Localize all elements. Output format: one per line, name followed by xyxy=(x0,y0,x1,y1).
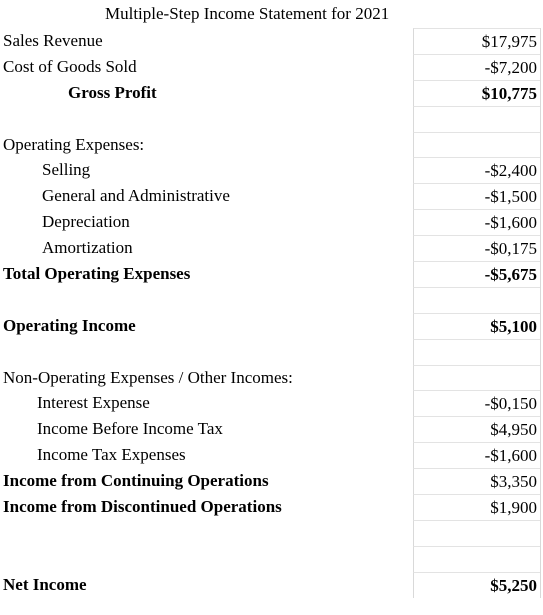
column-edge xyxy=(540,416,543,443)
row-value[interactable]: $17,975 xyxy=(413,28,540,54)
row-value[interactable]: $5,250 xyxy=(413,571,540,598)
row-label[interactable] xyxy=(0,287,413,313)
row-label[interactable]: Amortization xyxy=(42,238,133,258)
table-row-continuing-operations: Income from Continuing Operations $3,350 xyxy=(0,468,543,495)
table-row-sales-revenue: Sales Revenue $17,975 xyxy=(0,28,543,54)
column-edge xyxy=(540,157,543,184)
column-edge xyxy=(540,442,543,469)
column-edge xyxy=(540,312,543,339)
table-row-operating-income: Operating Income $5,100 xyxy=(0,312,543,339)
row-value[interactable]: $5,100 xyxy=(413,312,540,339)
statement-title: Multiple-Step Income Statement for 2021 xyxy=(105,4,390,23)
row-value[interactable]: -$0,175 xyxy=(413,235,540,262)
table-row-blank xyxy=(0,338,543,365)
row-value[interactable] xyxy=(413,338,540,365)
row-label[interactable]: Net Income xyxy=(3,574,87,594)
row-label[interactable]: Interest Expense xyxy=(37,393,150,413)
row-value[interactable] xyxy=(413,286,540,313)
row-value[interactable]: -$1,600 xyxy=(413,209,540,236)
table-row-selling: Selling -$2,400 xyxy=(0,157,543,184)
row-label[interactable]: Income from Continuing Operations xyxy=(3,471,269,491)
table-row-net-income: Net Income $5,250 xyxy=(0,571,543,598)
table-row-discontinued-operations: Income from Discontinued Operations $1,9… xyxy=(0,494,543,520)
row-label[interactable]: Total Operating Expenses xyxy=(3,264,191,284)
income-statement-table: Sales Revenue $17,975 Cost of Goods Sold… xyxy=(0,28,543,598)
column-edge xyxy=(540,79,543,106)
row-value[interactable]: -$1,500 xyxy=(413,183,540,210)
table-row-depreciation: Depreciation -$1,600 xyxy=(0,209,543,236)
table-row-blank xyxy=(0,105,543,132)
table-row-interest-expense: Interest Expense -$0,150 xyxy=(0,390,543,417)
table-row-amortization: Amortization -$0,175 xyxy=(0,235,543,262)
table-row-general-admin: General and Administrative -$1,500 xyxy=(0,183,543,210)
column-edge xyxy=(540,364,543,391)
row-value[interactable]: -$7,200 xyxy=(413,53,540,80)
column-edge xyxy=(540,28,543,54)
column-edge xyxy=(540,261,543,287)
row-label[interactable] xyxy=(0,339,413,365)
row-value[interactable]: $10,775 xyxy=(413,79,540,106)
row-value[interactable]: -$2,400 xyxy=(413,157,540,184)
row-label[interactable]: Operating Expenses: xyxy=(3,134,145,154)
column-edge xyxy=(540,390,543,417)
row-value[interactable]: $1,900 xyxy=(413,494,540,520)
row-label[interactable]: Depreciation xyxy=(42,212,130,232)
column-edge xyxy=(540,519,543,546)
table-row-total-operating-expenses: Total Operating Expenses -$5,675 xyxy=(0,261,543,287)
table-row-income-before-tax: Income Before Income Tax $4,950 xyxy=(0,416,543,443)
row-value[interactable] xyxy=(413,545,540,572)
row-label[interactable]: Sales Revenue xyxy=(3,31,103,50)
column-edge xyxy=(540,105,543,132)
column-edge xyxy=(540,131,543,158)
row-value[interactable] xyxy=(413,131,540,158)
column-edge xyxy=(540,235,543,262)
column-edge xyxy=(540,209,543,236)
row-value[interactable] xyxy=(413,519,540,546)
row-value[interactable] xyxy=(413,364,540,391)
table-row-gross-profit: Gross Profit $10,775 xyxy=(0,79,543,106)
row-label[interactable] xyxy=(0,520,413,546)
row-value[interactable]: -$0,150 xyxy=(413,390,540,417)
row-value[interactable]: -$5,675 xyxy=(413,261,540,287)
row-label[interactable]: Non-Operating Expenses / Other Incomes: xyxy=(3,367,293,387)
row-label[interactable] xyxy=(0,546,413,572)
row-label[interactable]: Income Tax Expenses xyxy=(37,445,186,465)
table-row-income-tax-expenses: Income Tax Expenses -$1,600 xyxy=(0,442,543,469)
row-value[interactable] xyxy=(413,105,540,132)
table-row-non-operating-header: Non-Operating Expenses / Other Incomes: xyxy=(0,364,543,391)
column-edge xyxy=(540,545,543,572)
column-edge xyxy=(540,53,543,80)
table-row-blank xyxy=(0,519,543,546)
table-row-operating-expenses-header: Operating Expenses: xyxy=(0,131,543,158)
row-label[interactable]: Gross Profit xyxy=(68,82,157,102)
row-label[interactable]: Income Before Income Tax xyxy=(37,419,223,439)
column-edge xyxy=(540,468,543,495)
row-value[interactable]: $4,950 xyxy=(413,416,540,443)
table-row-blank xyxy=(0,286,543,313)
column-edge xyxy=(540,286,543,313)
row-value[interactable]: -$1,600 xyxy=(413,442,540,469)
row-value[interactable]: $3,350 xyxy=(413,468,540,495)
table-row-blank xyxy=(0,545,543,572)
row-label[interactable]: Selling xyxy=(42,160,91,180)
row-label[interactable]: Operating Income xyxy=(3,315,136,335)
table-row-cogs: Cost of Goods Sold -$7,200 xyxy=(0,53,543,80)
row-label[interactable]: Cost of Goods Sold xyxy=(3,56,137,76)
column-edge xyxy=(540,494,543,520)
column-edge xyxy=(540,571,543,598)
row-label[interactable] xyxy=(0,106,413,132)
column-edge xyxy=(540,338,543,365)
column-edge xyxy=(540,183,543,210)
row-label[interactable]: General and Administrative xyxy=(42,186,230,206)
row-label[interactable]: Income from Discontinued Operations xyxy=(3,497,282,517)
